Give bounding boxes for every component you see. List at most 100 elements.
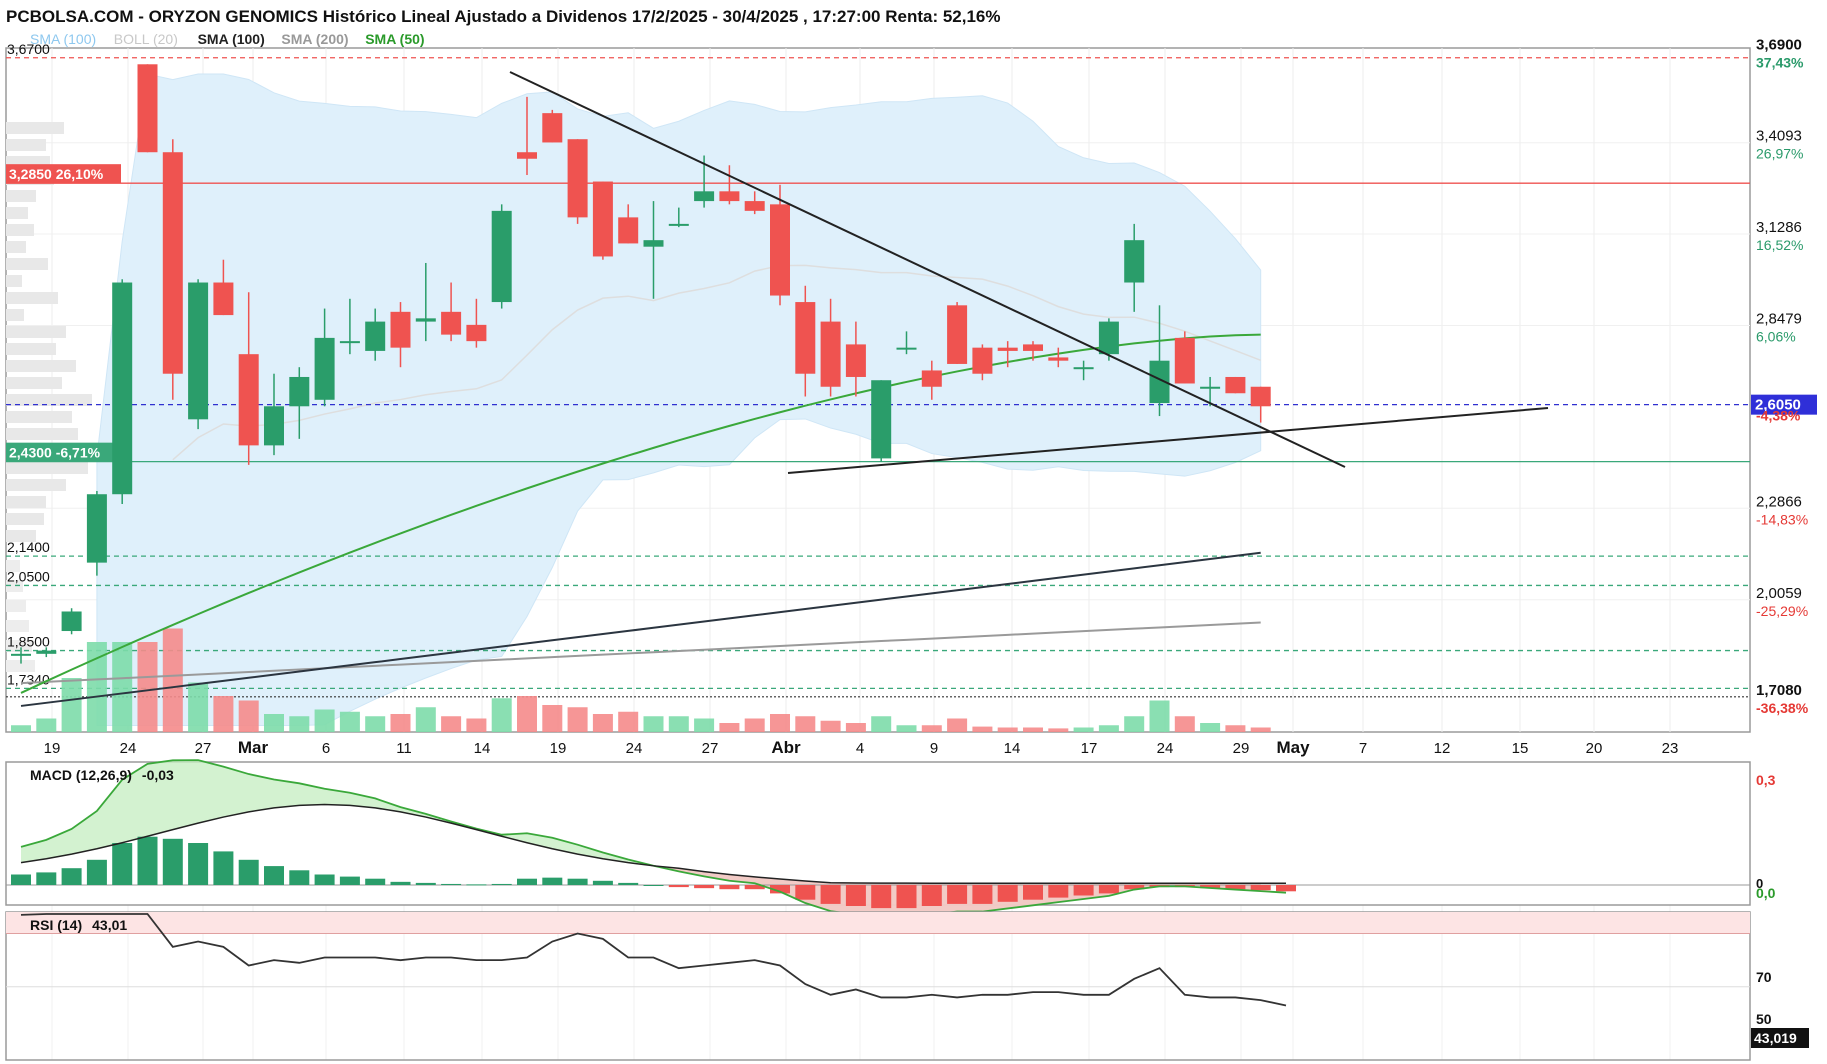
macd-histogram-bar xyxy=(390,881,411,885)
candle xyxy=(517,96,537,176)
legend-item: SMA (100) xyxy=(198,31,265,47)
macd-histogram-bar xyxy=(61,868,82,885)
profile-bar xyxy=(6,620,29,632)
macd-histogram-bar xyxy=(592,880,613,885)
candle-body xyxy=(314,337,335,400)
volume-bar xyxy=(1149,700,1170,732)
level-label: 1,8500 xyxy=(7,634,50,650)
candle xyxy=(820,298,841,397)
candle-body xyxy=(972,347,993,374)
candle xyxy=(567,139,588,224)
macd-histogram-bar xyxy=(719,885,740,890)
macd-label: MACD (12,26,9) -0,03 xyxy=(30,767,174,783)
volume-bar xyxy=(567,707,588,732)
candle-body xyxy=(36,650,57,654)
volume-bar xyxy=(1200,723,1221,732)
volume-bar xyxy=(137,642,158,732)
candle xyxy=(542,109,563,143)
candle-body xyxy=(137,64,158,153)
volume-bar xyxy=(491,698,512,732)
candle-body xyxy=(896,347,917,350)
candle xyxy=(441,282,462,342)
y-tick-change: 16,52% xyxy=(1756,237,1803,253)
candle xyxy=(1124,223,1145,312)
candle-body xyxy=(719,191,740,202)
y-tick-value: 3,6900 xyxy=(1756,36,1802,53)
profile-bar xyxy=(6,640,32,652)
x-tick-label: 24 xyxy=(1157,740,1174,757)
macd-indicator xyxy=(6,759,1750,919)
candle xyxy=(618,204,639,244)
x-tick-label: 9 xyxy=(930,740,938,757)
profile-bar xyxy=(6,530,36,542)
candle xyxy=(947,302,968,364)
macd-area xyxy=(21,760,1261,918)
sma-100-line xyxy=(20,551,1261,707)
candle xyxy=(1073,360,1094,381)
profile-bar xyxy=(6,600,26,612)
candle xyxy=(770,184,790,306)
macd-histogram-bar xyxy=(668,885,689,888)
volume-bar xyxy=(289,716,310,732)
date-axis: 19 24 27 Mar 6 11 14 19 24 27 Abr 4 9 14 17 24 29 May 7 12 1… xyxy=(44,738,1679,757)
macd-histogram-bar xyxy=(491,883,512,885)
candle-body xyxy=(1225,376,1246,394)
y-tick-value: 3,4093 xyxy=(1756,128,1802,145)
y-tick-value: 2,6050 xyxy=(1755,397,1801,414)
candle-body xyxy=(112,282,133,495)
macd-histogram-bar xyxy=(238,859,259,885)
candle xyxy=(365,308,386,361)
x-tick-label: 15 xyxy=(1512,740,1529,757)
resistance-trendline xyxy=(509,71,1346,468)
candle-body xyxy=(618,217,639,244)
profile-bar xyxy=(6,275,22,287)
volume-bar xyxy=(365,716,386,732)
x-tick-label: 17 xyxy=(1081,740,1098,757)
volume-bar xyxy=(314,709,335,732)
level-label: 3,6700 xyxy=(7,41,50,57)
candle-body xyxy=(795,302,816,374)
macd-histogram-bar xyxy=(162,838,183,885)
candle-body xyxy=(1073,367,1094,370)
macd-histogram-bar xyxy=(770,885,790,894)
candle-body xyxy=(491,210,512,303)
y-tick-change: 26,97% xyxy=(1756,146,1803,162)
volume-bar xyxy=(1124,716,1145,732)
profile-bar xyxy=(6,479,66,491)
macd-histogram-bar xyxy=(415,882,436,885)
x-tick-label: Abr xyxy=(771,738,801,757)
volume-bar xyxy=(795,716,816,732)
volume-bar xyxy=(1073,727,1094,732)
candle xyxy=(36,647,57,658)
macd-histogram-bar xyxy=(845,885,866,906)
profile-bar xyxy=(6,560,20,572)
level-label: 2,0500 xyxy=(7,568,50,584)
candle-body xyxy=(441,311,462,335)
volume-bar xyxy=(820,720,841,732)
x-tick-label: 11 xyxy=(396,740,412,757)
candle xyxy=(466,298,487,348)
rsi-label: RSI (14) 43,01 xyxy=(30,917,127,933)
volume-bar xyxy=(1250,727,1271,732)
macd-histogram-bar xyxy=(86,859,107,885)
macd-histogram-bar xyxy=(618,882,639,885)
candle xyxy=(188,279,209,430)
candle xyxy=(314,308,335,407)
y-tick-change: 6,06% xyxy=(1756,329,1796,345)
candle xyxy=(795,285,816,397)
candle xyxy=(390,302,411,368)
candle-body xyxy=(643,240,664,247)
volume-bar xyxy=(921,725,942,732)
candle xyxy=(921,360,942,400)
candle-body xyxy=(820,321,841,387)
y-tick-value: 1,7080 xyxy=(1756,682,1802,699)
profile-bar xyxy=(6,190,36,202)
candle xyxy=(86,490,107,576)
macd-signal-line xyxy=(20,803,1286,884)
candle-body xyxy=(517,152,537,159)
volume-bar xyxy=(466,718,487,732)
bollinger-middle-line xyxy=(172,264,1261,461)
volume-bar xyxy=(694,718,715,732)
macd-histogram-bar xyxy=(1276,885,1296,892)
volume-bar xyxy=(845,723,866,732)
